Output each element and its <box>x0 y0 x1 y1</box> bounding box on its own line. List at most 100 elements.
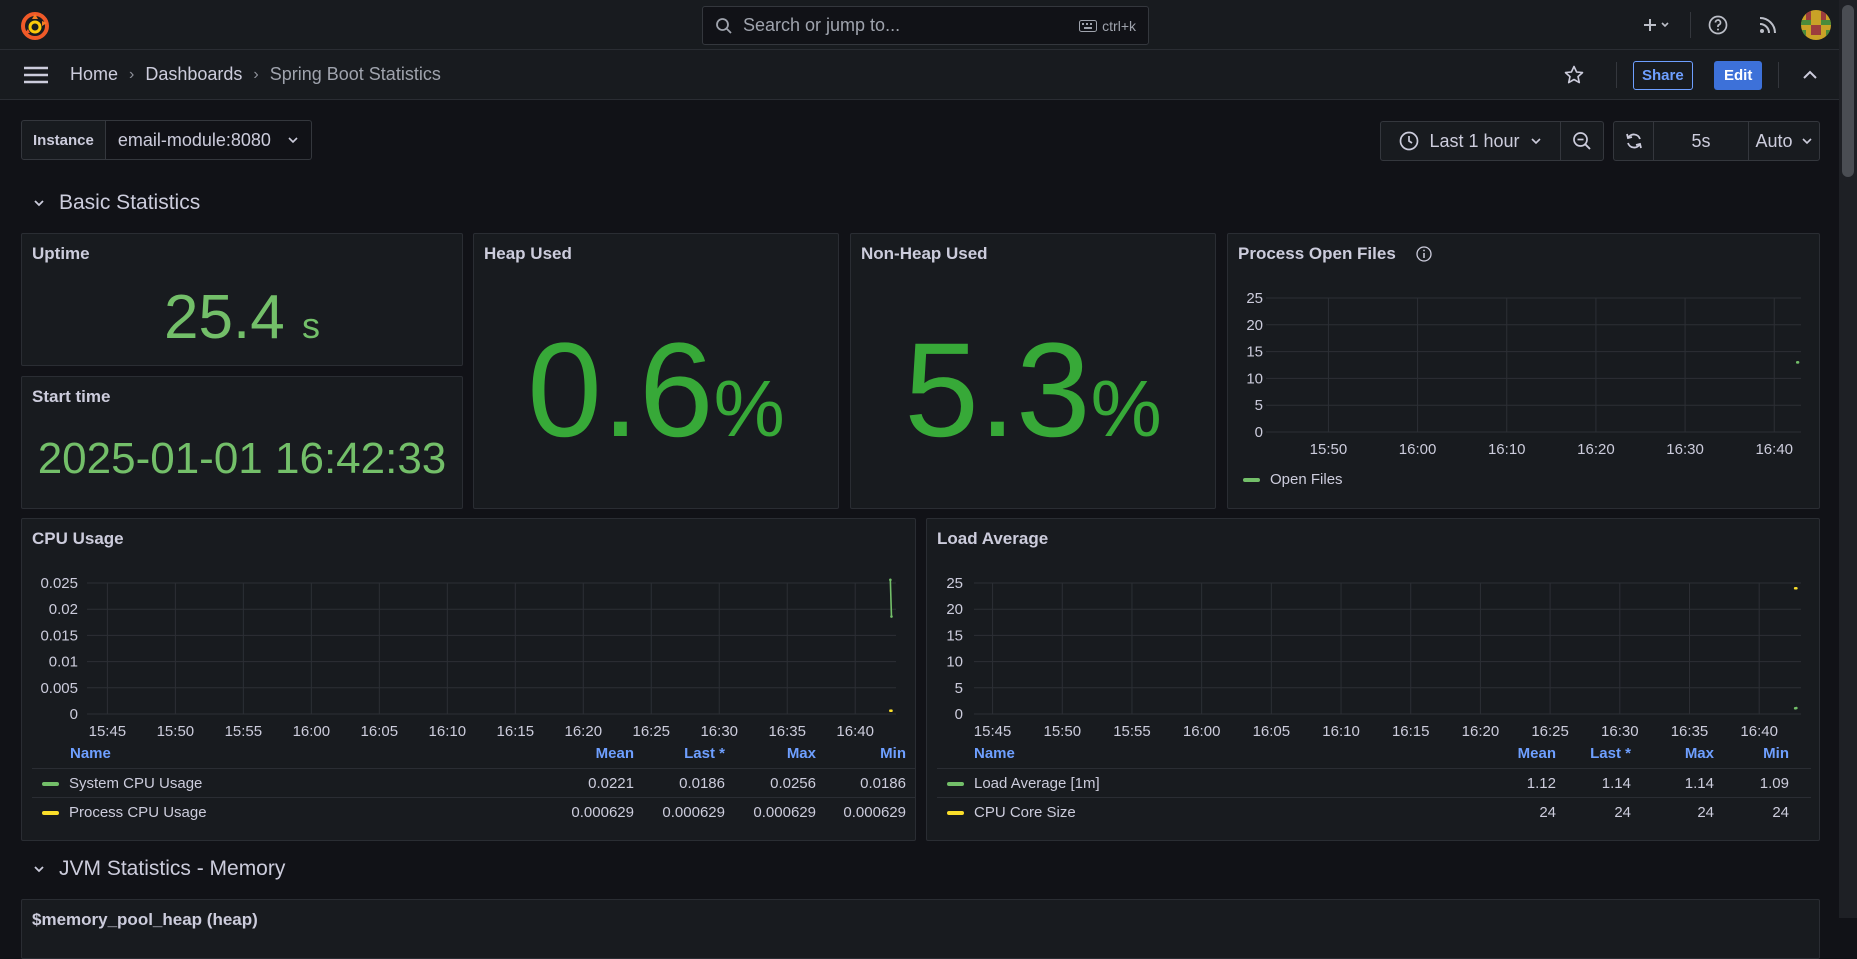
scrollbar-thumb[interactable] <box>1842 5 1854 177</box>
col-last[interactable]: Last * <box>1590 745 1631 762</box>
rss-icon <box>1759 16 1777 34</box>
x-tick-label: 15:50 <box>157 723 195 739</box>
y-tick-label: 20 <box>1246 317 1263 334</box>
separator <box>1778 62 1779 88</box>
instance-value: email-module:8080 <box>118 130 271 151</box>
help-icon <box>1708 15 1728 35</box>
breadcrumb-dashboards[interactable]: Dashboards <box>145 64 242 85</box>
legend-last: 24 <box>1614 804 1631 821</box>
row-basic-statistics[interactable]: Basic Statistics <box>21 191 200 215</box>
col-max[interactable]: Max <box>787 745 816 762</box>
breadcrumb-bar: Home › Dashboards › Spring Boot Statisti… <box>0 50 1857 100</box>
user-avatar[interactable] <box>1801 10 1831 40</box>
col-min[interactable]: Min <box>1763 745 1789 762</box>
chevron-right-icon: › <box>129 66 134 84</box>
y-tick-label: 5 <box>1255 397 1263 414</box>
x-tick-label: 16:40 <box>836 723 874 739</box>
refresh-picker: 5s Auto <box>1613 121 1820 161</box>
panel-start-time: Start time 2025-01-01 16:42:33 <box>21 376 463 509</box>
time-range-button[interactable]: Last 1 hour <box>1381 122 1561 160</box>
x-tick-label: 16:30 <box>1601 723 1639 739</box>
x-tick-label: 16:30 <box>700 723 738 739</box>
chevron-down-icon <box>1530 137 1542 145</box>
instance-select[interactable]: email-module:8080 <box>106 120 312 160</box>
hamburger-icon <box>23 65 49 85</box>
legend-min: 1.09 <box>1760 775 1789 792</box>
y-tick-label: 5 <box>955 680 963 697</box>
chevron-up-icon <box>1802 70 1818 80</box>
legend-open-files[interactable]: Open Files <box>1243 471 1343 488</box>
x-tick-label: 16:05 <box>361 723 399 739</box>
star-button[interactable] <box>1562 63 1586 87</box>
legend-row-system-cpu[interactable]: System CPU Usage 0.0221 0.0186 0.0256 0.… <box>32 768 916 797</box>
edit-button[interactable]: Edit <box>1714 61 1762 90</box>
panel-title: Uptime <box>32 244 90 264</box>
col-name[interactable]: Name <box>70 745 111 762</box>
legend-min: 0.000629 <box>843 804 906 821</box>
col-name[interactable]: Name <box>974 745 1015 762</box>
x-tick-label: 16:10 <box>1488 441 1526 458</box>
keyboard-icon <box>1079 20 1097 32</box>
menu-toggle-button[interactable] <box>23 62 49 88</box>
legend-last: 1.14 <box>1602 775 1631 792</box>
legend-min: 0.0186 <box>860 775 906 792</box>
zoom-out-button[interactable] <box>1561 122 1603 160</box>
data-point <box>1797 361 1800 364</box>
variable-label: Instance <box>21 120 106 160</box>
search-icon <box>715 17 733 35</box>
collapse-header-button[interactable] <box>1798 63 1822 87</box>
y-tick-label: 20 <box>946 601 963 618</box>
legend-name: Load Average [1m] <box>947 775 1100 792</box>
x-tick-label: 16:20 <box>565 723 603 739</box>
col-mean[interactable]: Mean <box>1518 745 1556 762</box>
share-button[interactable]: Share <box>1633 61 1693 90</box>
panel-title: $memory_pool_heap (heap) <box>32 910 258 930</box>
legend-row-cpu-core-size[interactable]: CPU Core Size 24 24 24 24 <box>937 797 1811 826</box>
x-tick-label: 16:25 <box>1531 723 1569 739</box>
col-last[interactable]: Last * <box>684 745 725 762</box>
x-tick-label: 16:15 <box>1392 723 1430 739</box>
uptime-value: 25.4 s <box>22 282 462 353</box>
y-tick-label: 15 <box>1246 344 1263 361</box>
series-line <box>890 580 891 617</box>
panel-memory-pool-heap: $memory_pool_heap (heap) <box>21 899 1820 959</box>
y-tick-label: 0 <box>955 706 963 723</box>
breadcrumb-home[interactable]: Home <box>70 64 118 85</box>
legend-last: 0.000629 <box>662 804 725 821</box>
y-tick-label: 0.015 <box>40 627 78 644</box>
col-mean[interactable]: Mean <box>596 745 634 762</box>
x-tick-label: 15:55 <box>225 723 263 739</box>
data-point <box>890 615 893 618</box>
legend-row-process-cpu[interactable]: Process CPU Usage 0.000629 0.000629 0.00… <box>32 797 916 826</box>
y-tick-label: 0.01 <box>49 654 78 671</box>
page-scrollbar[interactable] <box>1839 0 1857 918</box>
news-button[interactable] <box>1753 10 1783 40</box>
search-placeholder: Search or jump to... <box>743 15 1079 36</box>
new-menu-button[interactable] <box>1634 10 1678 40</box>
grafana-logo-icon[interactable] <box>20 11 50 41</box>
refresh-interval[interactable]: 5s <box>1654 122 1748 160</box>
top-right-actions <box>1634 0 1857 50</box>
x-tick-label: 15:50 <box>1044 723 1082 739</box>
y-tick-label: 25 <box>1246 290 1263 307</box>
plus-icon <box>1643 18 1669 32</box>
legend-swatch <box>42 782 59 786</box>
chevron-down-icon <box>1801 137 1813 145</box>
y-tick-label: 0.02 <box>49 601 78 618</box>
x-tick-label: 16:05 <box>1253 723 1291 739</box>
chevron-down-icon <box>287 136 299 144</box>
search-bar[interactable]: Search or jump to... ctrl+k <box>702 6 1149 45</box>
panel-title: Heap Used <box>484 244 572 264</box>
row-jvm-memory[interactable]: JVM Statistics - Memory <box>21 857 285 881</box>
col-min[interactable]: Min <box>880 745 906 762</box>
auto-refresh-dropdown[interactable]: Auto <box>1748 122 1819 160</box>
col-max[interactable]: Max <box>1685 745 1714 762</box>
help-button[interactable] <box>1703 10 1733 40</box>
refresh-button[interactable] <box>1614 122 1654 160</box>
data-point <box>1795 707 1798 710</box>
legend-mean: 1.12 <box>1527 775 1556 792</box>
legend-row-load-1m[interactable]: Load Average [1m] 1.12 1.14 1.14 1.09 <box>937 768 1811 797</box>
breadcrumb: Home › Dashboards › Spring Boot Statisti… <box>70 64 441 85</box>
